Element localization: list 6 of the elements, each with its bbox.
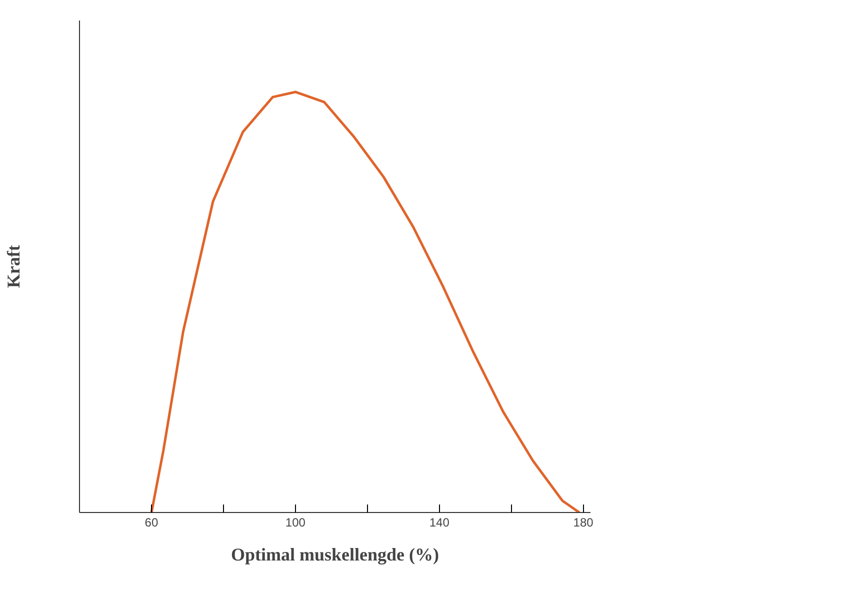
x-tick-label: 180 xyxy=(573,516,594,530)
y-axis-title: Kraft xyxy=(4,245,24,288)
x-tick-label: 100 xyxy=(285,516,306,530)
x-axis-title: Optimal muskellengde (%) xyxy=(231,544,440,564)
x-tick-label: 60 xyxy=(144,516,158,530)
x-tick-label: 140 xyxy=(429,516,450,530)
